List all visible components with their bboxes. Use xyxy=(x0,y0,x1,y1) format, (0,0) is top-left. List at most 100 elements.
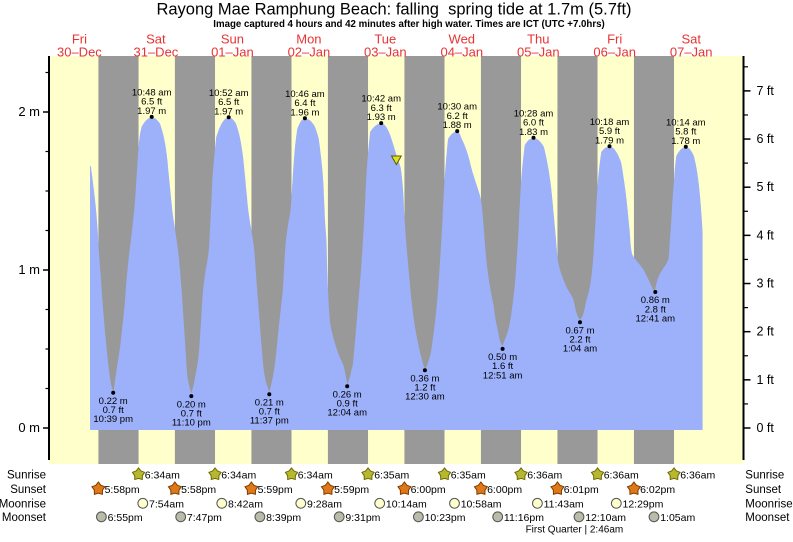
svg-text:6:36am: 6:36am xyxy=(527,469,562,481)
svg-text:10:23pm: 10:23pm xyxy=(425,512,466,524)
svg-text:2.8 ft: 2.8 ft xyxy=(645,304,666,315)
svg-text:6.5 ft: 6.5 ft xyxy=(141,97,162,108)
svg-text:2.2 ft: 2.2 ft xyxy=(569,335,590,346)
svg-text:7 ft: 7 ft xyxy=(757,84,775,98)
svg-text:5:58pm: 5:58pm xyxy=(105,484,140,496)
svg-text:31–Dec: 31–Dec xyxy=(133,45,178,60)
svg-text:6:00pm: 6:00pm xyxy=(487,484,522,496)
svg-text:6.3 ft: 6.3 ft xyxy=(371,103,392,114)
svg-text:6:36am: 6:36am xyxy=(680,469,715,481)
svg-text:6:34am: 6:34am xyxy=(221,469,256,481)
svg-text:10:18 am: 10:18 am xyxy=(590,117,630,128)
svg-text:1.79 m: 1.79 m xyxy=(595,135,624,146)
svg-text:0.36 m: 0.36 m xyxy=(410,373,439,384)
svg-text:Moonrise: Moonrise xyxy=(745,498,792,510)
svg-text:Image captured 4 hours and 42: Image captured 4 hours and 42 minutes af… xyxy=(213,19,604,30)
svg-text:2 ft: 2 ft xyxy=(757,325,775,339)
svg-text:Moonset: Moonset xyxy=(745,512,790,524)
svg-text:Sun: Sun xyxy=(221,32,244,47)
svg-text:12:04 am: 12:04 am xyxy=(327,408,367,419)
svg-text:30–Dec: 30–Dec xyxy=(57,45,102,60)
svg-text:First Quarter | 2:46am: First Quarter | 2:46am xyxy=(526,525,624,536)
svg-text:Moonset: Moonset xyxy=(2,512,47,524)
svg-text:1.93 m: 1.93 m xyxy=(367,112,396,123)
svg-text:7:54am: 7:54am xyxy=(149,498,184,510)
svg-text:6.4 ft: 6.4 ft xyxy=(294,98,315,109)
svg-text:Sunrise: Sunrise xyxy=(745,469,784,481)
svg-text:10:14 am: 10:14 am xyxy=(666,117,706,128)
svg-text:6.2 ft: 6.2 ft xyxy=(447,111,468,122)
svg-text:1:05am: 1:05am xyxy=(660,512,695,524)
svg-text:0 ft: 0 ft xyxy=(757,421,775,435)
svg-text:6.0 ft: 6.0 ft xyxy=(523,117,544,128)
svg-text:5.8 ft: 5.8 ft xyxy=(675,126,696,137)
svg-text:5 ft: 5 ft xyxy=(757,180,775,194)
svg-text:1.88 m: 1.88 m xyxy=(443,120,472,131)
svg-text:11:43am: 11:43am xyxy=(544,498,584,510)
svg-text:10:58am: 10:58am xyxy=(461,498,502,510)
svg-text:12:30 am: 12:30 am xyxy=(405,392,445,403)
svg-text:6:35am: 6:35am xyxy=(451,469,486,481)
svg-text:6:01pm: 6:01pm xyxy=(564,484,599,496)
svg-text:Fri: Fri xyxy=(72,32,87,47)
svg-text:11:10 pm: 11:10 pm xyxy=(172,418,211,429)
svg-text:6.5 ft: 6.5 ft xyxy=(218,97,239,108)
svg-text:2 m: 2 m xyxy=(18,104,40,119)
svg-text:12:10am: 12:10am xyxy=(585,512,626,524)
svg-text:Fri: Fri xyxy=(607,32,622,47)
svg-text:10:30 am: 10:30 am xyxy=(437,102,477,113)
svg-text:03–Jan: 03–Jan xyxy=(364,45,407,60)
svg-text:Rayong Mae Ramphung Beach: fal: Rayong Mae Ramphung Beach: falling sprin… xyxy=(156,1,631,19)
svg-text:0.7 ft: 0.7 ft xyxy=(103,405,124,416)
svg-text:0.50 m: 0.50 m xyxy=(488,352,517,363)
svg-text:10:39 pm: 10:39 pm xyxy=(93,414,133,425)
svg-text:04–Jan: 04–Jan xyxy=(440,45,483,60)
svg-text:10:48 am: 10:48 am xyxy=(132,88,172,99)
svg-text:10:28 am: 10:28 am xyxy=(514,108,554,119)
svg-text:1.97 m: 1.97 m xyxy=(214,106,243,117)
svg-text:3 ft: 3 ft xyxy=(757,277,775,291)
svg-text:Sunset: Sunset xyxy=(745,484,782,496)
svg-text:0.7 ft: 0.7 ft xyxy=(181,408,202,419)
svg-text:9:31pm: 9:31pm xyxy=(345,512,380,524)
svg-text:12:29pm: 12:29pm xyxy=(623,498,664,510)
svg-text:4 ft: 4 ft xyxy=(757,228,775,242)
svg-text:Sat: Sat xyxy=(146,32,166,47)
svg-text:5:59pm: 5:59pm xyxy=(258,484,293,496)
svg-text:1 m: 1 m xyxy=(18,262,40,277)
svg-text:6:55pm: 6:55pm xyxy=(108,512,143,524)
svg-text:Sat: Sat xyxy=(681,32,701,47)
svg-text:05–Jan: 05–Jan xyxy=(517,45,560,60)
svg-text:0 m: 0 m xyxy=(18,420,40,435)
svg-text:10:52 am: 10:52 am xyxy=(209,88,249,99)
svg-text:9:28am: 9:28am xyxy=(307,498,342,510)
svg-text:6:34am: 6:34am xyxy=(145,469,180,481)
svg-text:0.67 m: 0.67 m xyxy=(565,325,594,336)
svg-text:1.96 m: 1.96 m xyxy=(290,107,319,118)
svg-text:10:42 am: 10:42 am xyxy=(361,94,401,105)
svg-text:0.9 ft: 0.9 ft xyxy=(337,399,358,410)
svg-text:5:58pm: 5:58pm xyxy=(181,484,216,496)
svg-text:Sunrise: Sunrise xyxy=(7,469,46,481)
svg-text:Moonrise: Moonrise xyxy=(0,498,46,510)
svg-text:1 ft: 1 ft xyxy=(757,373,775,387)
svg-text:0.26 m: 0.26 m xyxy=(333,390,362,401)
svg-text:6:36am: 6:36am xyxy=(604,469,639,481)
svg-text:6:02pm: 6:02pm xyxy=(640,484,675,496)
svg-text:12:51 am: 12:51 am xyxy=(483,370,523,381)
svg-text:0.22 m: 0.22 m xyxy=(99,396,128,407)
svg-text:1.97 m: 1.97 m xyxy=(137,106,166,117)
svg-text:6:35am: 6:35am xyxy=(374,469,409,481)
svg-text:02–Jan: 02–Jan xyxy=(288,45,331,60)
svg-text:0.86 m: 0.86 m xyxy=(641,295,670,306)
svg-text:01–Jan: 01–Jan xyxy=(211,45,254,60)
svg-text:10:14am: 10:14am xyxy=(386,498,427,510)
svg-text:Tue: Tue xyxy=(374,32,396,47)
svg-text:6:34am: 6:34am xyxy=(298,469,333,481)
svg-text:1.2 ft: 1.2 ft xyxy=(414,383,435,394)
svg-text:1.6 ft: 1.6 ft xyxy=(492,361,513,372)
svg-text:11:37 pm: 11:37 pm xyxy=(250,416,289,427)
svg-text:0.21 m: 0.21 m xyxy=(255,398,284,409)
svg-text:06–Jan: 06–Jan xyxy=(593,45,636,60)
svg-text:Wed: Wed xyxy=(449,32,476,47)
